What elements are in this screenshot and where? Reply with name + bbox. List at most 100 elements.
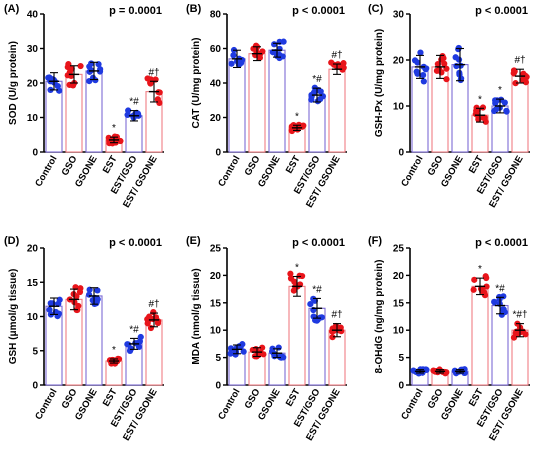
data-point: [288, 127, 296, 135]
y-tick-label: 0: [32, 148, 38, 159]
data-point: [85, 291, 93, 298]
data-point: [339, 66, 346, 73]
data-point: [456, 69, 463, 76]
data-point: [471, 276, 478, 283]
data-point: [439, 53, 446, 60]
p-value-label: p < 0.0001: [292, 5, 345, 17]
y-axis-label: GSH-Px (U/mg protein): [374, 29, 385, 137]
data-point: [452, 54, 459, 61]
y-tick-label: 5: [32, 346, 38, 357]
significance-annotation: #†: [331, 310, 342, 321]
y-tick-label: 20: [210, 113, 222, 124]
y-tick-label: 30: [27, 44, 39, 55]
data-point: [94, 287, 101, 294]
data-point: [280, 38, 287, 45]
significance-annotation: #†: [514, 55, 525, 66]
data-point: [479, 104, 487, 111]
y-axis-label: MDA (nmol/g tissue): [191, 268, 202, 364]
data-point: [93, 300, 100, 307]
significance-annotation: *: [478, 264, 482, 275]
y-tick-label: 20: [27, 244, 39, 255]
y-tick-label: 40: [210, 79, 222, 90]
significance-annotation: #†: [331, 50, 342, 61]
data-point: [436, 66, 443, 73]
data-point: [86, 68, 93, 75]
data-point: [441, 60, 448, 67]
data-point: [317, 88, 324, 95]
data-point: [417, 49, 424, 56]
bar: [248, 53, 266, 153]
x-tick-label: EST: [467, 154, 486, 176]
y-tick-label: 20: [393, 271, 405, 282]
data-point: [443, 369, 450, 376]
x-tick-label: Control: [216, 387, 242, 422]
y-tick-label: 5: [398, 353, 404, 364]
data-point: [472, 110, 479, 118]
y-tick-label: 15: [393, 298, 405, 309]
bar: [471, 285, 489, 386]
data-point: [230, 52, 237, 59]
x-tick-label: EST: [467, 387, 486, 409]
x-tick-label: Control: [399, 154, 425, 189]
y-tick-label: 0: [398, 148, 404, 159]
data-point: [56, 296, 63, 303]
data-point: [86, 63, 93, 70]
y-axis-label: GSH (μmol/g tissue): [8, 269, 19, 365]
data-point: [413, 68, 420, 75]
data-point: [314, 98, 321, 105]
bar: [491, 304, 509, 386]
p-value-label: p < 0.0001: [109, 237, 162, 249]
p-value-label: p = 0.0001: [109, 5, 162, 17]
data-point: [317, 314, 324, 321]
data-point: [240, 348, 247, 355]
x-tick-label: Control: [399, 387, 425, 422]
panel-letter: (F): [368, 235, 382, 247]
x-tick-label: GSO: [426, 154, 446, 178]
y-tick-label: 40: [27, 10, 39, 21]
x-tick-label: EST: [284, 154, 303, 176]
data-point: [46, 306, 53, 313]
data-point: [54, 83, 61, 90]
data-point: [483, 283, 490, 290]
x-tick-label: Control: [216, 154, 242, 189]
data-point: [228, 60, 235, 67]
significance-annotation: *#: [129, 97, 139, 108]
y-tick-label: 10: [393, 326, 405, 337]
data-point: [510, 70, 517, 77]
data-point: [310, 313, 317, 320]
y-tick-label: 5: [215, 353, 221, 364]
y-tick-label: 80: [210, 10, 222, 21]
x-tick-label: GSO: [60, 387, 80, 411]
data-point: [254, 350, 262, 357]
y-tick-label: 0: [398, 381, 404, 392]
data-point: [288, 123, 295, 130]
x-tick-label: GSO: [243, 387, 263, 411]
data-point: [523, 73, 530, 81]
p-value-label: p < 0.0001: [292, 237, 345, 249]
significance-annotation: *#: [495, 283, 505, 294]
chart-panel: (C) p < 0.0001 0 10 20 30 GSH-Px (U/mg protein…: [368, 3, 530, 210]
significance-annotation: *#: [312, 74, 322, 85]
data-point: [75, 302, 82, 310]
x-tick-label: Control: [33, 154, 59, 189]
significance-annotation: *: [295, 262, 299, 273]
y-tick-label: 15: [210, 298, 222, 309]
x-tick-label: GSO: [426, 387, 446, 411]
data-point: [481, 289, 488, 296]
p-value-label: p < 0.0001: [475, 5, 528, 17]
data-point: [414, 59, 421, 66]
data-point: [512, 80, 519, 87]
y-tick-label: 0: [215, 148, 221, 159]
data-point: [443, 76, 450, 83]
x-tick-label: EST: [101, 387, 120, 409]
data-point: [483, 274, 490, 282]
bar: [511, 75, 529, 153]
y-tick-label: 20: [393, 56, 405, 67]
significance-annotation: *: [295, 111, 299, 122]
data-point: [329, 334, 336, 341]
chart-panel: (F) p < 0.0001 0 5 10 15 20 25 8-OHdG (ng/mg pro…: [368, 235, 530, 443]
data-point: [329, 328, 336, 335]
significance-annotation: *: [498, 85, 502, 96]
y-tick-label: 0: [215, 381, 221, 392]
